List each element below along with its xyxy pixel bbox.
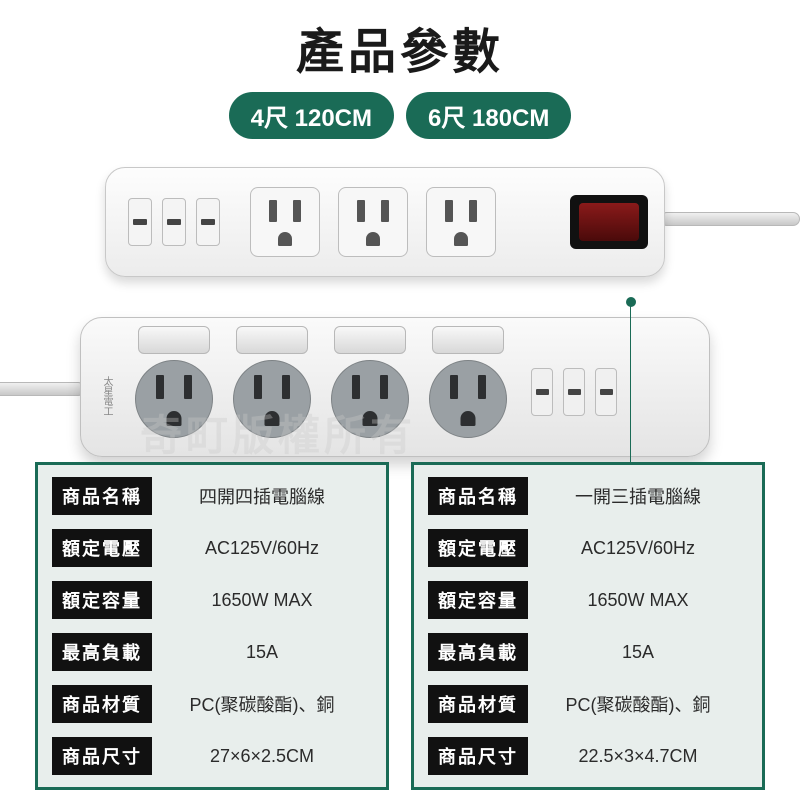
- spec-label: 商品尺寸: [52, 737, 152, 775]
- product-illustration-area: 太星電工: [0, 157, 800, 467]
- spec-row: 商品尺寸 27×6×2.5CM: [52, 737, 372, 775]
- spec-panel-right: 商品名稱 一開三插電腦線 額定電壓 AC125V/60Hz 額定容量 1650W…: [411, 462, 765, 790]
- spec-label: 額定電壓: [428, 529, 528, 567]
- power-strip-top: [105, 167, 665, 277]
- spec-value: 27×6×2.5CM: [152, 746, 372, 767]
- spec-row: 最高負載 15A: [52, 633, 372, 671]
- outlet-icon: [338, 187, 408, 257]
- brand-label: 太星電工: [99, 376, 114, 416]
- spec-label: 商品材質: [52, 685, 152, 723]
- power-cord-bottom: [0, 382, 85, 396]
- outlet-icon: [233, 360, 311, 438]
- spec-value: 15A: [152, 642, 372, 663]
- spec-value: 1650W MAX: [528, 590, 748, 611]
- outlet-icon: [429, 360, 507, 438]
- spec-label: 商品名稱: [52, 477, 152, 515]
- spec-row: 額定容量 1650W MAX: [428, 581, 748, 619]
- spec-panels-wrap: 商品名稱 四開四插電腦線 額定電壓 AC125V/60Hz 額定容量 1650W…: [0, 462, 800, 790]
- mini-switch-icon: [236, 326, 308, 354]
- outlet-column: [135, 326, 213, 438]
- spec-row: 最高負載 15A: [428, 633, 748, 671]
- outlet-icon: [250, 187, 320, 257]
- outlet-group-bottom: [135, 326, 507, 438]
- outlet-icon: [426, 187, 496, 257]
- callout-dot-icon: [626, 297, 636, 307]
- mini-switch-icon: [334, 326, 406, 354]
- mini-switch-icon: [432, 326, 504, 354]
- spec-row: 商品材質 PC(聚碳酸酯)、銅: [52, 685, 372, 723]
- page-title: 產品參數: [0, 12, 800, 82]
- spec-value: AC125V/60Hz: [528, 538, 748, 559]
- usb-port-icon: [196, 198, 220, 246]
- spec-value: PC(聚碳酸酯)、銅: [528, 691, 748, 717]
- spec-panel-left: 商品名稱 四開四插電腦線 額定電壓 AC125V/60Hz 額定容量 1650W…: [35, 462, 389, 790]
- spec-row: 商品材質 PC(聚碳酸酯)、銅: [428, 685, 748, 723]
- spec-row: 商品名稱 一開三插電腦線: [428, 477, 748, 515]
- mini-switch-icon: [138, 326, 210, 354]
- spec-row: 額定電壓 AC125V/60Hz: [428, 529, 748, 567]
- spec-label: 額定容量: [428, 581, 528, 619]
- spec-label: 最高負載: [428, 633, 528, 671]
- spec-value: 15A: [528, 642, 748, 663]
- size-pill-group: 4尺 120CM 6尺 180CM: [0, 92, 800, 139]
- spec-label: 額定容量: [52, 581, 152, 619]
- usb-port-icon: [162, 198, 186, 246]
- spec-value: PC(聚碳酸酯)、銅: [152, 691, 372, 717]
- power-cord-top: [660, 212, 800, 226]
- size-pill-6ft: 6尺 180CM: [406, 92, 571, 139]
- spec-label: 商品尺寸: [428, 737, 528, 775]
- size-pill-4ft: 4尺 120CM: [229, 92, 394, 139]
- spec-label: 額定電壓: [52, 529, 152, 567]
- spec-row: 額定電壓 AC125V/60Hz: [52, 529, 372, 567]
- usb-port-icon: [595, 368, 617, 416]
- spec-row: 商品尺寸 22.5×3×4.7CM: [428, 737, 748, 775]
- spec-value: AC125V/60Hz: [152, 538, 372, 559]
- outlet-column: [233, 326, 311, 438]
- outlet-icon: [135, 360, 213, 438]
- outlet-column: [429, 326, 507, 438]
- spec-label: 商品名稱: [428, 477, 528, 515]
- usb-port-icon: [531, 368, 553, 416]
- usb-group-top: [128, 198, 220, 246]
- outlet-group-top: [250, 187, 496, 257]
- outlet-icon: [331, 360, 409, 438]
- spec-value: 1650W MAX: [152, 590, 372, 611]
- spec-value: 22.5×3×4.7CM: [528, 746, 748, 767]
- usb-port-icon: [128, 198, 152, 246]
- main-switch-icon: [570, 195, 648, 249]
- spec-value: 一開三插電腦線: [528, 483, 748, 509]
- usb-group-bottom: [531, 368, 617, 416]
- spec-row: 額定容量 1650W MAX: [52, 581, 372, 619]
- spec-row: 商品名稱 四開四插電腦線: [52, 477, 372, 515]
- power-strip-bottom: 太星電工: [80, 317, 710, 457]
- spec-label: 商品材質: [428, 685, 528, 723]
- outlet-column: [331, 326, 409, 438]
- spec-value: 四開四插電腦線: [152, 483, 372, 509]
- spec-label: 最高負載: [52, 633, 152, 671]
- usb-port-icon: [563, 368, 585, 416]
